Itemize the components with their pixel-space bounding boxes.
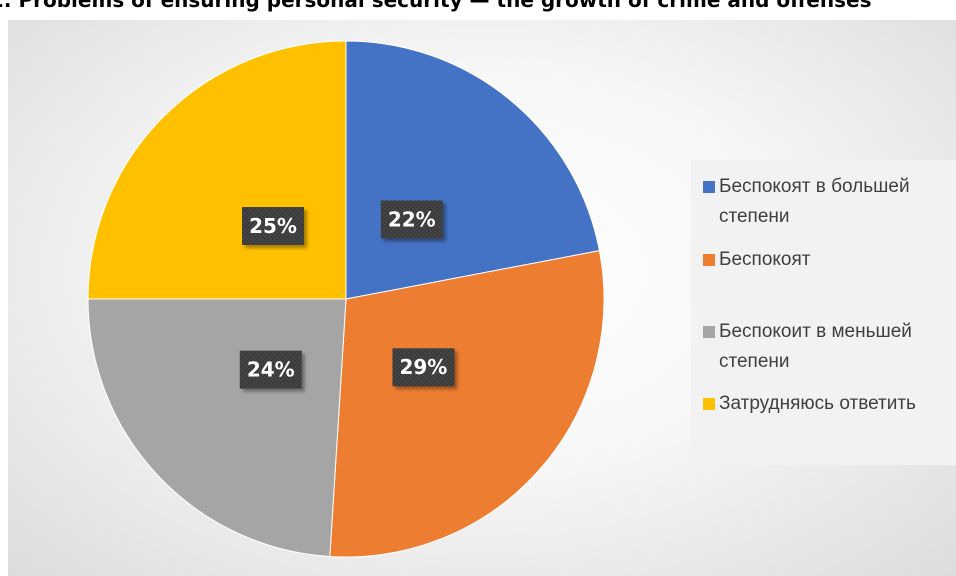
data-label-box bbox=[392, 348, 455, 387]
data-label-text: 24% bbox=[247, 358, 295, 382]
legend-swatch bbox=[703, 254, 715, 266]
pie-slice-4 bbox=[87, 40, 347, 300]
data-label-text: 29% bbox=[399, 355, 447, 379]
pie-slices bbox=[87, 40, 605, 558]
data-label-3: 24% bbox=[239, 350, 302, 389]
data-label-1: 22% bbox=[380, 200, 443, 239]
data-label-text: 22% bbox=[388, 207, 436, 231]
legend-label: Беспокоят bbox=[719, 249, 811, 270]
chart-area: 22% 29% 24% 25% Беспокоят в большей степени Б… bbox=[8, 20, 956, 576]
page-title: 2. Problems of ensuring personal securit… bbox=[0, 0, 872, 12]
legend-swatch bbox=[703, 326, 715, 338]
data-label-2: 29% bbox=[392, 348, 455, 387]
legend-item-1: Беспокоят в большей степени bbox=[703, 172, 956, 232]
pie-chart: 22% 29% 24% 25% bbox=[87, 40, 605, 558]
legend-item-3: Беспокоит в меньшей степени bbox=[703, 317, 956, 377]
legend-label: Беспокоит в меньшей степени bbox=[719, 321, 912, 372]
data-label-box bbox=[239, 350, 302, 389]
pie-slice-3 bbox=[87, 298, 347, 558]
data-label-4: 25% bbox=[242, 207, 305, 246]
legend-item-2: Беспокоят bbox=[703, 245, 956, 275]
legend-swatch bbox=[703, 181, 715, 193]
pie-slice-2 bbox=[329, 250, 605, 558]
chart-legend: Беспокоят в большей степени Беспокоят Беспо… bbox=[691, 160, 956, 465]
legend-label: Затрудняюсь ответить bbox=[719, 393, 916, 414]
data-label-text: 25% bbox=[249, 214, 297, 238]
data-label-box bbox=[242, 207, 305, 246]
legend-swatch bbox=[703, 398, 715, 410]
data-label-box bbox=[380, 200, 443, 239]
legend-label: Беспокоят в большей степени bbox=[719, 176, 910, 227]
legend-item-4: Затрудняюсь ответить bbox=[703, 389, 956, 419]
pie-data-labels: 22% 29% 24% 25% bbox=[239, 200, 455, 389]
